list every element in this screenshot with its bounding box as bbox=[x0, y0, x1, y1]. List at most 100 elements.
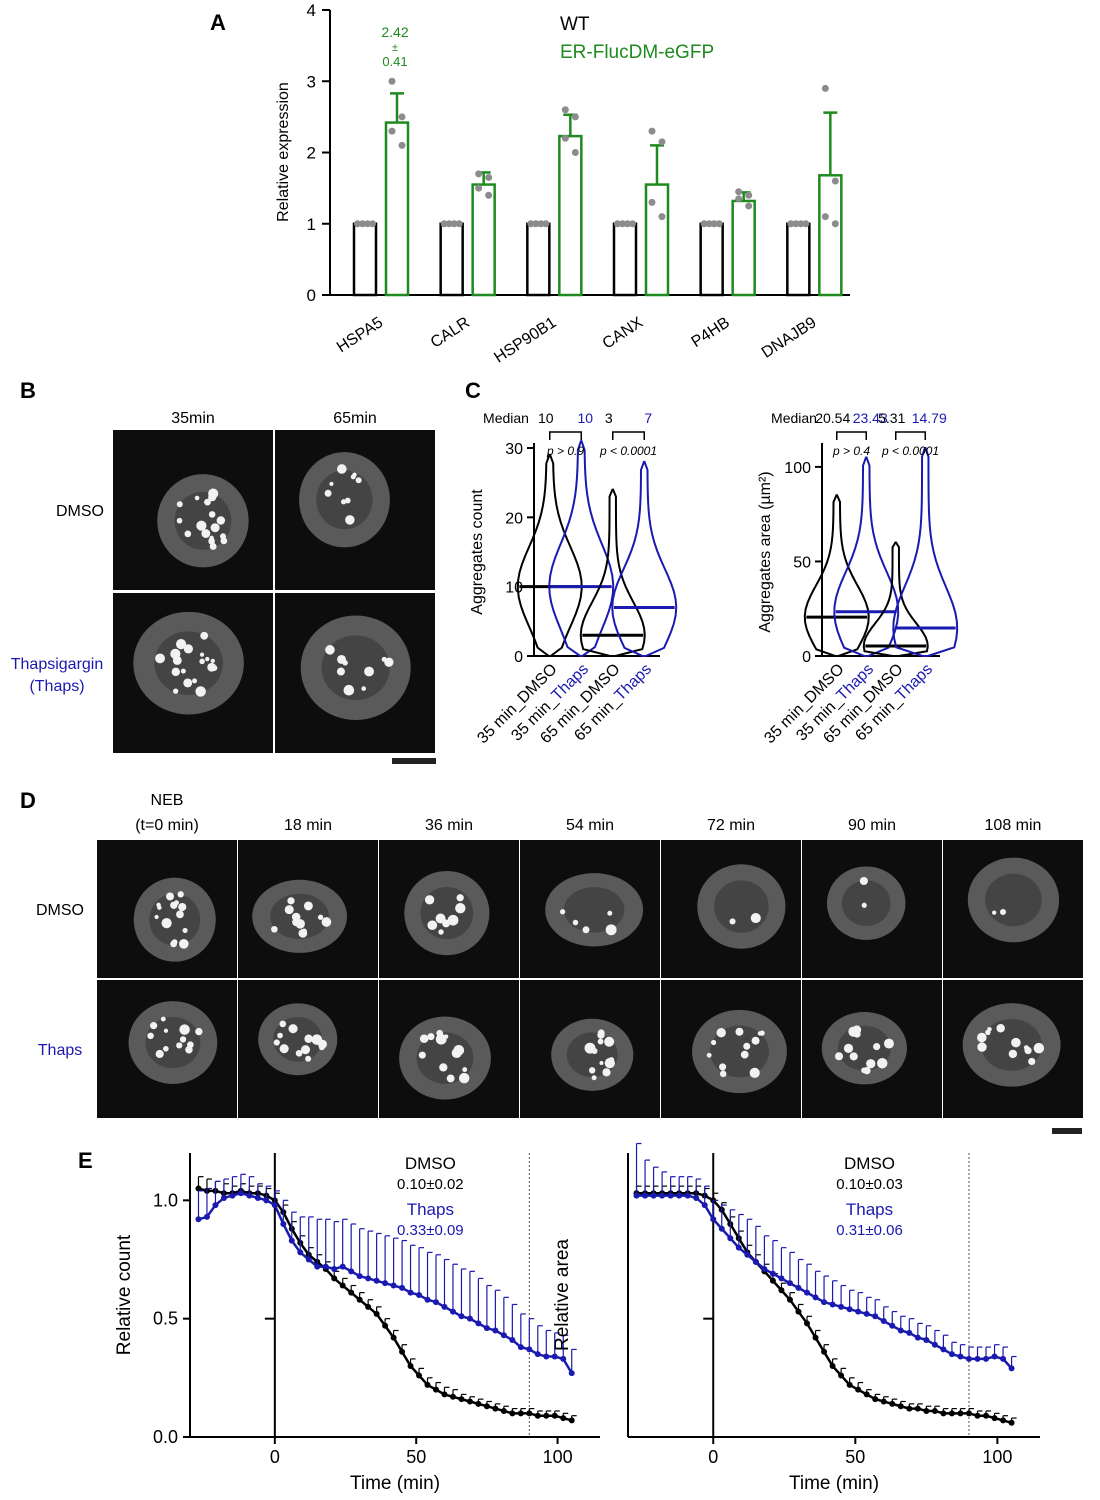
aggregate-spot bbox=[759, 1030, 765, 1036]
aggregate-spot bbox=[183, 678, 193, 688]
aggregate-spot bbox=[166, 892, 175, 901]
aggregate-spot bbox=[1033, 1042, 1045, 1054]
y-tick-label: 2 bbox=[307, 144, 316, 163]
aggregate-spot bbox=[446, 1074, 455, 1083]
data-point bbox=[263, 1197, 270, 1204]
aggregate-spot bbox=[336, 667, 345, 676]
aggregate-spot bbox=[438, 929, 444, 935]
column-label: 108 min bbox=[985, 817, 1042, 834]
data-point bbox=[745, 191, 753, 199]
significance-bracket bbox=[549, 431, 582, 440]
y-tick-label: 100 bbox=[784, 460, 811, 477]
median-value: 20.54 bbox=[815, 410, 850, 426]
data-point bbox=[1000, 1417, 1007, 1424]
aggregate-spot bbox=[209, 535, 214, 540]
aggregate-spot bbox=[834, 1052, 844, 1061]
y-axis-title: Relative area bbox=[552, 1239, 573, 1351]
data-point bbox=[676, 1192, 683, 1199]
data-point bbox=[889, 1322, 896, 1329]
data-point bbox=[534, 1351, 541, 1358]
column-label: 90 min bbox=[848, 817, 896, 834]
p-value: p > 0.9 bbox=[546, 444, 584, 458]
violin-shape bbox=[611, 460, 678, 657]
data-point bbox=[527, 220, 535, 228]
aggregate-spot bbox=[877, 1058, 888, 1069]
aggregate-spot bbox=[572, 919, 579, 926]
data-point bbox=[441, 1391, 448, 1398]
cell-nucleus-region bbox=[420, 886, 474, 940]
data-point bbox=[475, 1320, 482, 1327]
aggregate-spot bbox=[295, 1049, 303, 1057]
aggregate-spot bbox=[706, 1052, 712, 1058]
data-point bbox=[792, 220, 800, 228]
data-point bbox=[382, 1322, 389, 1329]
data-point bbox=[831, 177, 839, 185]
aggregate-spot bbox=[219, 533, 227, 540]
data-point bbox=[701, 1202, 708, 1209]
data-point bbox=[203, 1213, 210, 1220]
data-point bbox=[195, 1216, 202, 1223]
bar bbox=[439, 222, 464, 297]
bar bbox=[731, 199, 756, 297]
aggregate-spot bbox=[279, 1020, 287, 1028]
data-point bbox=[923, 1407, 930, 1414]
data-point bbox=[373, 1310, 380, 1317]
data-point bbox=[407, 1289, 414, 1296]
aggregate-spot bbox=[384, 657, 394, 667]
data-point bbox=[700, 220, 708, 228]
data-point bbox=[280, 1221, 287, 1227]
data-point bbox=[568, 1370, 575, 1377]
data-point bbox=[1008, 1419, 1015, 1426]
cell-nucleus-region bbox=[321, 635, 390, 701]
data-point bbox=[1000, 1355, 1007, 1362]
bar bbox=[471, 183, 496, 297]
column-label: 18 min bbox=[284, 817, 332, 834]
aggregate-spot bbox=[343, 684, 355, 696]
violin-shape bbox=[892, 447, 959, 657]
micrograph-d bbox=[943, 980, 1083, 1118]
median-value: 23.43 bbox=[853, 410, 888, 426]
aggregate-spot bbox=[170, 648, 181, 660]
data-point bbox=[648, 127, 656, 135]
data-point bbox=[667, 1192, 674, 1199]
aggregate-spot bbox=[199, 658, 205, 665]
column-label: 35min bbox=[171, 410, 215, 427]
data-point bbox=[561, 134, 569, 142]
data-point bbox=[466, 1398, 473, 1405]
bar bbox=[786, 222, 811, 297]
data-point bbox=[872, 1396, 879, 1403]
aggregate-spot bbox=[424, 895, 435, 905]
aggregate-spot bbox=[456, 894, 464, 902]
aggregate-spot bbox=[591, 1047, 598, 1055]
data-point bbox=[778, 1275, 785, 1282]
median-value: 5.31 bbox=[878, 410, 905, 426]
column-label: NEB bbox=[151, 792, 184, 809]
data-point bbox=[914, 1334, 921, 1341]
median-value: 3 bbox=[605, 410, 613, 426]
micrograph-b bbox=[113, 593, 273, 753]
aggregate-spot bbox=[455, 902, 466, 914]
data-point bbox=[433, 1386, 439, 1393]
data-point bbox=[614, 220, 621, 228]
aggregate-spot bbox=[161, 918, 172, 929]
data-point bbox=[561, 106, 569, 114]
data-point bbox=[633, 1192, 640, 1199]
aggregate-spot bbox=[435, 913, 446, 924]
data-point bbox=[455, 220, 463, 228]
data-point bbox=[390, 1282, 397, 1289]
aggregate-spot bbox=[195, 686, 206, 697]
aggregate-spot bbox=[439, 1063, 448, 1072]
aggregate-spot bbox=[277, 1032, 283, 1039]
value-dmso: 0.10±0.03 bbox=[836, 1176, 903, 1193]
data-point bbox=[551, 1412, 558, 1419]
scale-bar bbox=[392, 758, 436, 764]
aggregate-spot bbox=[719, 1070, 727, 1078]
data-point bbox=[880, 1398, 887, 1405]
y-tick-label: 1 bbox=[307, 215, 316, 234]
data-point bbox=[441, 1303, 448, 1310]
x-tick-label: 50 bbox=[845, 1447, 865, 1467]
aggregate-spot bbox=[719, 1063, 727, 1071]
aggregate-spot bbox=[194, 495, 200, 501]
data-point bbox=[571, 149, 579, 156]
